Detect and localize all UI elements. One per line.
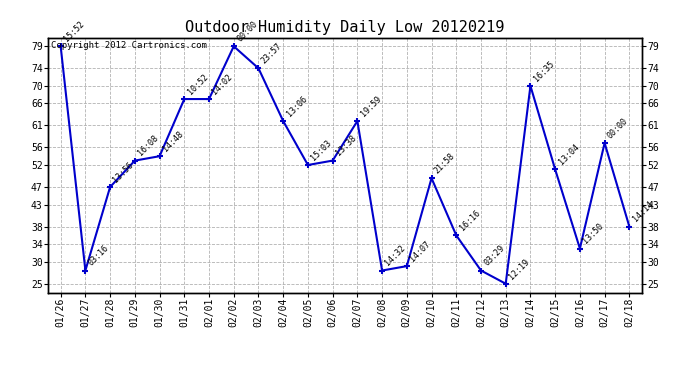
Text: 15:03: 15:03 [309,138,333,162]
Text: 14:07: 14:07 [408,239,432,263]
Text: 03:29: 03:29 [482,244,506,268]
Text: Copyright 2012 Cartronics.com: Copyright 2012 Cartronics.com [51,41,207,50]
Text: 14:48: 14:48 [161,129,185,153]
Title: Outdoor Humidity Daily Low 20120219: Outdoor Humidity Daily Low 20120219 [186,20,504,35]
Text: 23:57: 23:57 [260,42,284,66]
Text: 13:56: 13:56 [112,160,135,184]
Text: 16:08: 16:08 [136,134,160,158]
Text: 14:14: 14:14 [631,200,655,224]
Text: 19:59: 19:59 [359,94,383,118]
Text: 16:35: 16:35 [532,59,556,83]
Text: 13:50: 13:50 [581,222,605,246]
Text: 14:32: 14:32 [384,244,408,268]
Text: 15:52: 15:52 [62,20,86,44]
Text: 13:38: 13:38 [334,134,358,158]
Text: 21:58: 21:58 [433,152,457,176]
Text: 14:02: 14:02 [210,72,235,96]
Text: 12:19: 12:19 [507,257,531,281]
Text: 00:00: 00:00 [235,20,259,44]
Text: 13:06: 13:06 [284,94,308,118]
Text: 16:16: 16:16 [457,209,482,232]
Text: 10:52: 10:52 [186,72,210,96]
Text: 03:16: 03:16 [87,244,111,268]
Text: 00:00: 00:00 [606,116,630,140]
Text: 13:04: 13:04 [557,142,580,166]
